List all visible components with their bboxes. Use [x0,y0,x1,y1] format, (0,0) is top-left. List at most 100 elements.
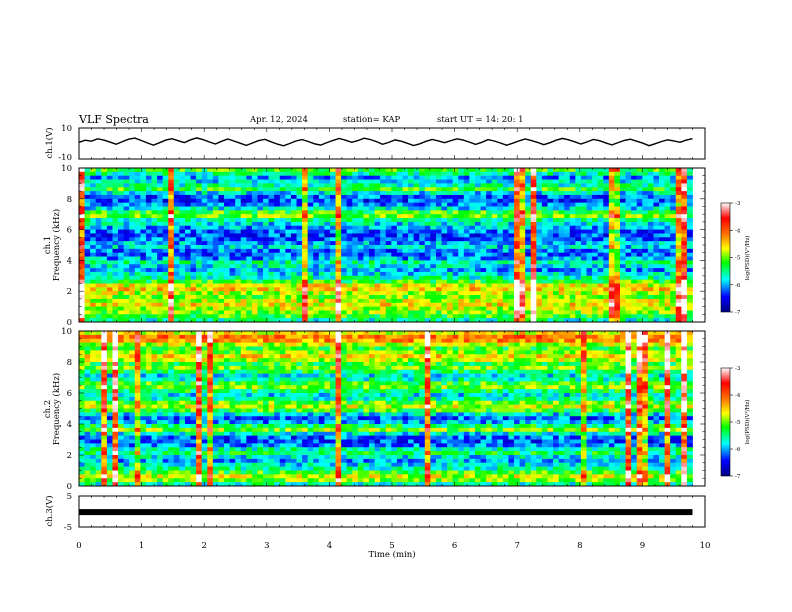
heatmap-cell [508,191,515,196]
heatmap-cell [285,175,292,180]
heatmap-cell [580,187,587,192]
heatmap-cell [212,306,219,311]
heatmap-cell [218,306,225,311]
heatmap-cell [480,248,487,254]
heatmap-cell [263,271,270,277]
heatmap-cell [196,264,203,269]
heatmap-cell [530,268,537,273]
heatmap-cell [408,168,415,173]
heatmap-cell [514,171,520,177]
heatmap-cell [575,179,582,184]
heatmap-cell [190,342,197,347]
heatmap-cell [569,221,576,227]
heatmap-cell [79,331,85,336]
heatmap-cell [257,314,264,319]
heatmap-cell [352,314,359,319]
heatmap-cell [592,342,599,347]
heatmap-cell [151,183,158,188]
heatmap-cell [636,252,643,257]
heatmap-cell [101,310,108,315]
heatmap-cell [369,342,375,347]
heatmap-cell [575,241,582,246]
heatmap-cell [447,194,454,200]
heatmap-cell [536,291,543,296]
heatmap-cell [502,202,509,207]
heatmap-cell [123,260,130,265]
heatmap-cell [530,245,537,250]
heatmap-cell [95,302,102,307]
heatmap-cell [419,183,426,188]
heatmap-cell [497,214,504,219]
heatmap-cell [642,229,649,234]
heatmap-cell [168,198,175,204]
heatmap-cell [363,214,370,219]
heatmap-cell [101,214,108,219]
heatmap-cell [95,175,102,180]
heatmap-cell [525,298,532,304]
heatmap-cell [469,334,476,340]
heatmap-cell [374,338,381,344]
heatmap-cell [324,310,331,315]
heatmap-cell [279,268,286,273]
heatmap-cell [90,291,97,296]
heatmap-cell [179,283,186,288]
heatmap-cell [614,256,621,261]
heatmap-cell [603,187,610,192]
heatmap-cell [541,268,548,273]
heatmap-cell [653,214,660,219]
heatmap-cell [263,168,270,173]
heatmap-cell [569,218,576,223]
heatmap-cell [240,210,247,215]
heatmap-cell [129,198,136,204]
heatmap-cell [263,248,270,254]
heatmap-cell [341,191,348,196]
heatmap-cell [106,279,113,284]
heatmap-cell [541,279,548,284]
heatmap-cell [480,314,487,319]
heatmap-cell [675,194,682,200]
heatmap-cell [90,310,97,315]
heatmap-cell [196,306,203,311]
heatmap-cell [592,310,599,315]
heatmap-cell [447,302,454,307]
heatmap-cell [424,168,431,173]
heatmap-cell [670,218,677,223]
heatmap-cell [157,191,164,196]
heatmap-cell [469,306,476,311]
heatmap-cell [653,210,660,215]
heatmap-cell [586,221,593,227]
heatmap-cell [218,171,225,177]
heatmap-cell [346,248,353,254]
heatmap-cell [296,283,303,288]
heatmap-cell [575,218,582,223]
heatmap-cell [553,183,560,188]
heatmap-cell [201,210,208,215]
heatmap-cell [207,175,214,180]
heatmap-cell [664,233,671,238]
heatmap-cell [558,302,565,307]
heatmap-cell [519,245,526,250]
heatmap-cell [207,275,214,281]
heatmap-cell [145,237,152,242]
heatmap-cell [352,221,359,227]
heatmap-cell [79,233,85,238]
heatmap-cell [592,233,599,238]
heatmap-cell [290,314,297,319]
heatmap-cell [218,175,225,180]
heatmap-cell [318,318,325,323]
heatmap-cell [458,306,465,311]
heatmap-cell [391,225,398,230]
heatmap-cell [374,198,381,204]
heatmap-cell [285,221,292,227]
heatmap-cell [597,268,604,273]
heatmap-cell [502,295,509,300]
heatmap-cell [257,264,264,269]
heatmap-cell [196,283,203,288]
heatmap-cell [296,338,303,344]
heatmap-cell [374,175,381,180]
heatmap-cell [274,202,281,207]
heatmap-cell [229,229,236,234]
heatmap-cell [123,175,130,180]
heatmap-cell [603,287,610,292]
heatmap-cell [246,291,253,296]
